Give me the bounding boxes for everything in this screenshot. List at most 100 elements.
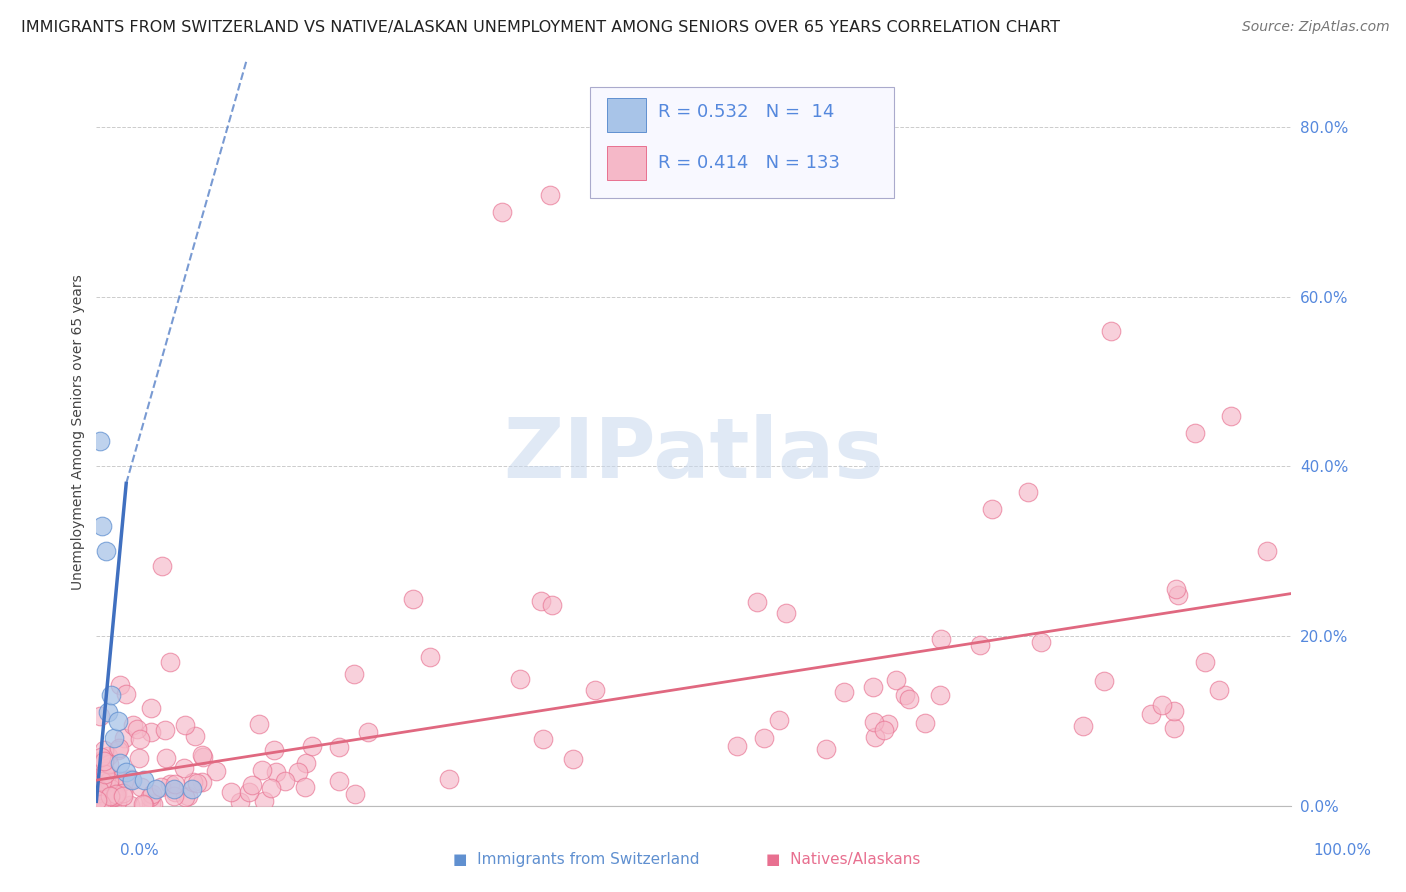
Point (104, 789, 127, 803)
Point (86, 794, 108, 808)
Point (862, 680, 884, 694)
Point (132, 798, 155, 813)
Point (145, 781, 167, 796)
Point (121, 773, 143, 788)
Point (89, 708, 111, 723)
Point (96, 792, 118, 806)
Point (929, 688, 952, 702)
Point (343, 667, 366, 681)
Point (90, 773, 112, 788)
Point (1017, 484, 1039, 499)
Point (87, 783, 110, 797)
Point (120, 772, 142, 787)
Point (1256, 544, 1278, 558)
Point (538, 188, 561, 202)
Point (107, 740, 129, 755)
Point (97, 706, 120, 720)
Point (768, 713, 790, 727)
Point (90, 750, 112, 764)
Point (129, 731, 152, 746)
Point (111, 789, 134, 804)
Point (173, 717, 195, 731)
Point (150, 559, 173, 574)
Point (357, 724, 380, 739)
Point (89, 796, 111, 810)
Point (884, 673, 907, 688)
Point (247, 717, 270, 731)
Point (240, 778, 263, 792)
Point (103, 789, 125, 804)
Point (93, 755, 115, 769)
Point (491, 205, 513, 219)
Text: R = 0.532   N =  14: R = 0.532 N = 14 (658, 103, 834, 120)
Point (894, 689, 917, 703)
Point (832, 685, 855, 699)
Point (159, 655, 181, 669)
Point (1219, 409, 1241, 423)
Point (1029, 634, 1052, 648)
Point (184, 729, 207, 743)
Point (93, 742, 115, 756)
Point (107, 773, 129, 788)
Point (108, 677, 131, 691)
Point (96, 785, 118, 799)
Point (1071, 718, 1094, 732)
Point (139, 797, 162, 811)
Point (205, 764, 228, 779)
Point (186, 776, 208, 790)
Point (163, 785, 186, 799)
Point (142, 797, 165, 812)
Point (89, 754, 111, 768)
Point (107, 743, 129, 757)
Point (264, 765, 287, 780)
Point (97, 748, 120, 763)
Point (139, 789, 162, 804)
Point (344, 788, 367, 802)
Point (541, 598, 564, 612)
Point (181, 775, 204, 789)
Point (191, 748, 214, 763)
Point (163, 777, 186, 791)
Point (509, 673, 531, 687)
Point (94, 764, 117, 779)
Point (114, 687, 136, 701)
Point (107, 714, 129, 728)
Point (90, 797, 112, 811)
Point (775, 606, 797, 620)
Point (115, 764, 138, 779)
Point (1194, 655, 1216, 669)
Point (86, 793, 108, 807)
Point (815, 741, 838, 756)
Point (97, 775, 120, 789)
Point (94, 544, 117, 558)
Point (562, 752, 585, 766)
Point (1163, 704, 1185, 718)
Text: 0.0%: 0.0% (120, 843, 159, 858)
Point (969, 638, 991, 652)
Point (1152, 698, 1174, 713)
Point (163, 789, 186, 804)
Point (94, 766, 117, 780)
Point (877, 717, 900, 731)
Point (177, 789, 200, 803)
Text: 100.0%: 100.0% (1313, 843, 1371, 858)
Point (531, 732, 554, 747)
Point (583, 682, 606, 697)
Point (1184, 425, 1206, 440)
Point (100, 771, 122, 785)
Point (1140, 706, 1163, 721)
Point (873, 723, 896, 738)
Point (121, 718, 143, 732)
Text: Source: ZipAtlas.com: Source: ZipAtlas.com (1241, 20, 1389, 34)
Point (89, 434, 111, 448)
Point (96, 786, 118, 800)
Point (263, 742, 285, 756)
Text: R = 0.414   N = 133: R = 0.414 N = 133 (658, 153, 839, 171)
Point (91, 791, 114, 805)
Point (250, 764, 273, 778)
Point (253, 794, 276, 808)
Point (155, 750, 177, 764)
Text: IMMIGRANTS FROM SWITZERLAND VS NATIVE/ALASKAN UNEMPLOYMENT AMONG SENIORS OVER 65: IMMIGRANTS FROM SWITZERLAND VS NATIVE/AL… (21, 20, 1060, 35)
Point (112, 774, 135, 789)
Point (159, 777, 181, 791)
